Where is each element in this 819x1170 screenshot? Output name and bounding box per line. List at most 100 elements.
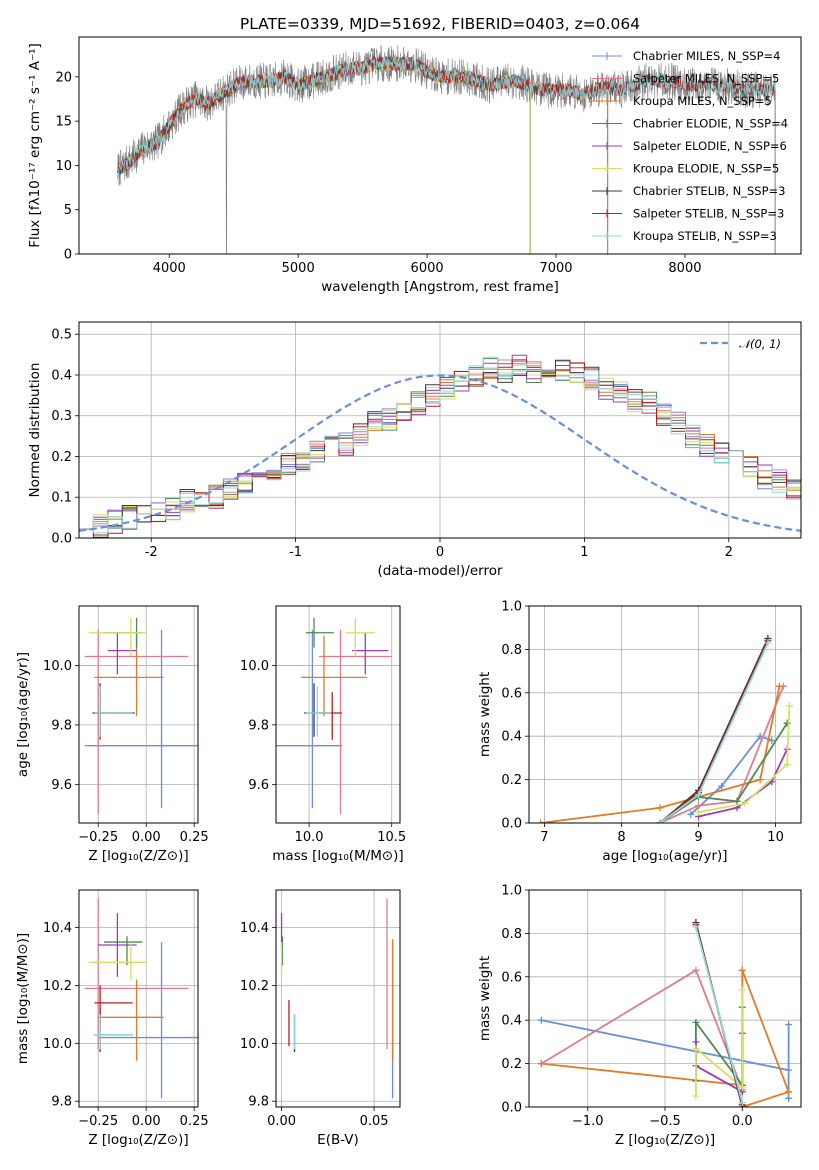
residuals-ytick-label-0: 0.0 xyxy=(51,532,72,547)
mass-vs-Z-ytick-label-2: 10.2 xyxy=(43,979,72,994)
mass-weight-vs-age-ytick-label-2: 0.4 xyxy=(501,730,522,745)
mass-weight-vs-Z-series-5-marker-2 xyxy=(738,1083,746,1091)
mass-weight-vs-age-series-0-marker-3 xyxy=(768,737,776,745)
residual-histogram-7 xyxy=(79,360,801,538)
mass-vs-ebv-xtick-label-0: 0.00 xyxy=(267,1114,296,1129)
mass-vs-Z-ytick-label-3: 10.4 xyxy=(43,921,72,936)
mass-weight-vs-age-series-5-marker-0 xyxy=(695,808,703,816)
mass-weight-vs-age-series-2-marker-1 xyxy=(656,804,664,812)
mass-weight-vs-Z-y-axis-label: mass weight xyxy=(477,956,493,1041)
mass-weight-vs-Z-series-0 xyxy=(541,1019,790,1099)
mass-weight-vs-age-xtick-label-3: 10 xyxy=(767,830,784,845)
mass-weight-vs-age-series-8-marker-2 xyxy=(764,639,772,647)
age-vs-Z-y-axis-label: age [log₁₀(age/yr)] xyxy=(15,652,31,777)
spectrum-xtick-label-0: 4000 xyxy=(153,261,186,276)
mass-weight-vs-Z-ytick-label-2: 0.4 xyxy=(501,1014,522,1029)
spectrum-plot-area xyxy=(117,44,776,254)
age-vs-mass-ytick-label-2: 10.0 xyxy=(240,659,269,674)
residuals-ytick-label-4: 0.4 xyxy=(51,368,72,383)
residuals-xtick-label-0: -2 xyxy=(145,545,158,560)
spectrum-y-axis-label: Flux [fλ10⁻¹⁷ erg cm⁻² s⁻¹ A⁻¹] xyxy=(27,43,43,248)
residuals-ytick-label-2: 0.2 xyxy=(51,450,72,465)
spectrum-ytick-label-1: 5 xyxy=(64,203,72,218)
legend-label-3: Chabrier ELODIE, N_SSP=4 xyxy=(633,117,788,131)
age-vs-mass-frame xyxy=(275,605,401,824)
residuals-ytick-label-1: 0.1 xyxy=(51,491,72,506)
residuals-xtick-label-2: 0 xyxy=(436,545,444,560)
residuals-x-axis-label: (data-model)/error xyxy=(377,563,503,579)
model-spectrum-line-8 xyxy=(117,55,776,176)
legend-label-1: Salpeter MILES, N_SSP=5 xyxy=(633,72,779,86)
residuals-ytick-label-3: 0.3 xyxy=(51,409,72,424)
mass-weight-vs-metallicity-axes: −1.0 −0.5 0.0 0.0 0.2 0.4 0.6 0.8 1.0 Z [log₁₀(Z/… xyxy=(477,884,802,1148)
mass-weight-vs-Z-series-5-marker-1 xyxy=(692,1044,700,1052)
age-vs-mass-xtick-label-1: 10.5 xyxy=(377,830,406,845)
mass-weight-vs-Z-series-8-marker-1 xyxy=(738,1099,746,1107)
mass-vs-ebv-ytick-label-1: 10.0 xyxy=(240,1037,269,1052)
mass-vs-ebv-x-axis-label: E(B-V) xyxy=(317,1132,359,1148)
mass-vs-Z-xtick-label-0: −0.25 xyxy=(78,1114,118,1129)
residuals-xtick-label-3: 1 xyxy=(580,545,588,560)
mass-weight-vs-Z-xtick-label-0: −1.0 xyxy=(572,1114,604,1129)
mass-weight-vs-age-series-6 xyxy=(659,638,769,823)
mass-vs-Z-xtick-label-1: 0.00 xyxy=(132,1114,161,1129)
mass-vs-ebv-ytick-label-2: 10.2 xyxy=(240,979,269,994)
mass-weight-vs-age-series-5-marker-2 xyxy=(783,760,791,768)
mass-weight-vs-Z-series-8-marker-0 xyxy=(692,923,700,931)
age-vs-Z-x-axis-label: Z [log₁₀(Z/Z⊙)] xyxy=(88,848,188,864)
residual-histogram-1 xyxy=(79,359,801,538)
mass-weight-vs-Z-series-0-marker-0 xyxy=(537,1016,545,1024)
mass-weight-vs-age-y-axis-label: mass weight xyxy=(477,672,493,757)
age-vs-Z-xtick-label-2: 0.25 xyxy=(180,830,209,845)
mass-weight-vs-Z-series-3-marker-1 xyxy=(692,1018,700,1026)
mass-vs-ebv-plot-area xyxy=(280,898,394,1099)
mass-weight-vs-age-series-0-marker-1 xyxy=(718,782,726,790)
mass-vs-ebv-xtick-label-1: 0.05 xyxy=(360,1114,389,1129)
mass-weight-vs-age-series-8-marker-0 xyxy=(656,819,664,823)
mass-weight-vs-age-series-8-marker-1 xyxy=(695,791,703,799)
mass-weight-vs-age-ytick-label-4: 0.8 xyxy=(501,643,522,658)
mass-vs-Z-frame xyxy=(78,889,199,1108)
mass-weight-vs-Z-series-5-marker-3 xyxy=(738,986,746,994)
age-vs-mass-axes: 10.0 10.5 9.6 9.8 10.0 mass [log₁₀(M/M⊙)] xyxy=(240,605,406,864)
spectrum-ytick-label-4: 20 xyxy=(55,70,72,85)
mass-weight-vs-age-frame xyxy=(528,605,802,824)
mass-vs-Z-y-axis-label: mass [log₁₀(M/M⊙)] xyxy=(15,933,31,1064)
mass-weight-vs-age-series-0-marker-0 xyxy=(687,810,695,818)
mass-weight-vs-Z-ytick-label-3: 0.6 xyxy=(501,970,522,985)
mass-vs-Z-plot-area xyxy=(84,898,198,1099)
mass-vs-ebv-axes: 0.00 0.05 9.8 10.0 10.2 10.4 E(B-V) xyxy=(240,889,401,1148)
legend-label-4: Salpeter ELODIE, N_SSP=6 xyxy=(633,139,787,153)
mass-weight-vs-age-series-3-marker-2 xyxy=(733,797,741,805)
residuals-xtick-label-1: -1 xyxy=(289,545,302,560)
mass-vs-Z-xtick-label-2: 0.25 xyxy=(180,1114,209,1129)
mass-weight-vs-age-series-2 xyxy=(540,686,781,823)
legend-normal-label: 𝒩(0, 1) xyxy=(739,337,781,351)
residuals-ytick-label-5: 0.5 xyxy=(51,328,72,343)
mass-weight-vs-Z-series-0-marker-3 xyxy=(785,1094,793,1102)
legend-label-6: Chabrier STELIB, N_SSP=3 xyxy=(633,184,785,198)
mass-weight-vs-Z-series-2-marker-3 xyxy=(785,1088,793,1096)
observed-spectrum-line xyxy=(117,44,776,254)
model-spectrum-line-7 xyxy=(117,55,776,175)
mass-vs-metallicity-axes: −0.25 0.00 0.25 9.8 10.0 10.2 10.4 Z [log₁₀(Z/Z… xyxy=(15,889,209,1148)
residuals-axes: -2 -1 0 1 2 0.0 0.1 0.2 0.3 0.4 0.5 (data-model)/er… xyxy=(27,321,802,579)
mass-weight-vs-Z-series-2-marker-2 xyxy=(738,966,746,974)
spectrum-xtick-label-3: 7000 xyxy=(539,261,572,276)
mass-weight-vs-age-ytick-label-1: 0.2 xyxy=(501,773,522,788)
mass-vs-Z-ytick-label-0: 9.8 xyxy=(51,1095,72,1110)
mass-weight-vs-age-series-2-marker-2 xyxy=(756,776,764,784)
age-vs-Z-xtick-label-0: −0.25 xyxy=(78,830,118,845)
spectrum-axes: 4000 5000 6000 7000 8000 0 5 10 15 20 wavelength [… xyxy=(27,36,802,295)
age-vs-Z-xtick-label-1: 0.00 xyxy=(132,830,161,845)
legend-label-7: Salpeter STELIB, N_SSP=3 xyxy=(633,207,784,221)
mass-weight-vs-Z-series-2-marker-0 xyxy=(537,1060,545,1068)
age-vs-Z-ytick-label-2: 10.0 xyxy=(43,659,72,674)
age-vs-Z-ytick-label-1: 9.8 xyxy=(51,718,72,733)
mass-weight-vs-Z-xtick-label-1: −0.5 xyxy=(649,1114,681,1129)
mass-weight-vs-age-ytick-label-0: 0.0 xyxy=(501,817,522,832)
mass-weight-vs-age-series-2-marker-3 xyxy=(775,682,783,690)
mass-vs-ebv-frame xyxy=(275,889,401,1108)
mass-weight-vs-age-series-0 xyxy=(690,735,773,815)
mass-weight-vs-Z-ytick-label-5: 1.0 xyxy=(501,884,522,899)
